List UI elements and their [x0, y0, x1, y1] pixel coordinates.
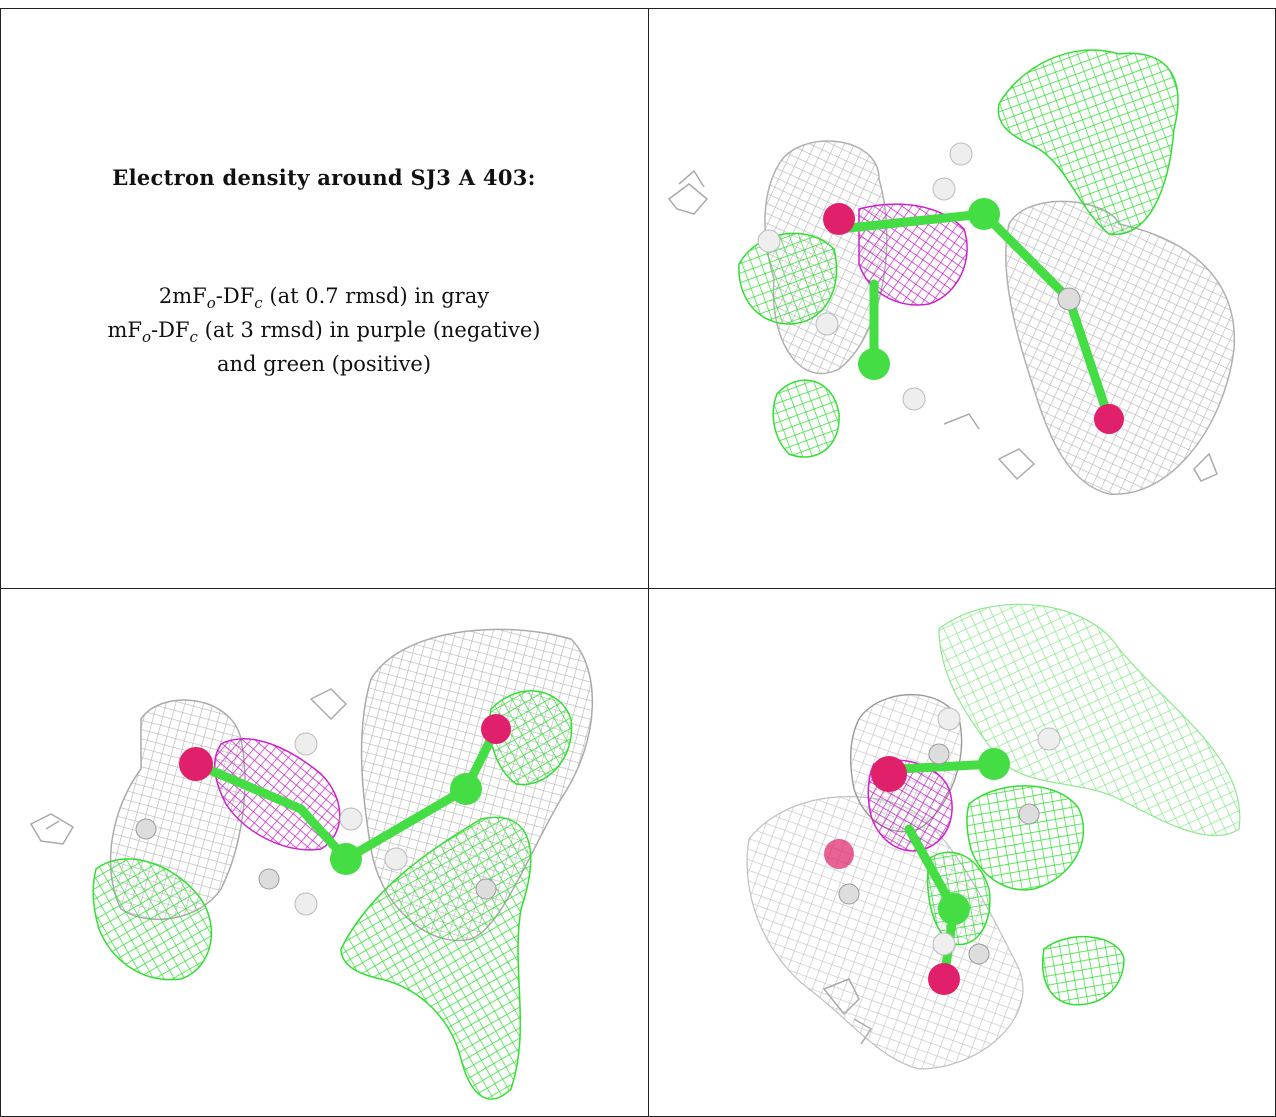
green-mesh-bottom — [772, 379, 840, 458]
caption-line-2fo-dfc: 2mFo-DFc (at 0.7 rmsd) in gray — [158, 284, 490, 312]
middle-border — [0, 588, 1276, 589]
caption-line-fo-dfc: mFo-DFc (at 3 rmsd) in purple (negative) — [107, 318, 541, 346]
green-mesh-bottom-right — [340, 816, 532, 1100]
caption-line-colors: and green (positive) — [216, 352, 432, 376]
density-render-bottom-left — [29, 628, 594, 1100]
view-top-right — [649, 9, 1275, 588]
density-render-top-right — [667, 49, 1236, 495]
green-mesh-left — [738, 232, 838, 325]
green-mesh-top — [997, 49, 1179, 235]
view-bottom-right — [649, 589, 1275, 1116]
green-mesh-center — [966, 785, 1085, 891]
green-mesh-left — [92, 858, 213, 981]
center-divider — [648, 8, 649, 1116]
caption-title: Electron density around SJ3 A 403: — [112, 165, 536, 190]
top-border — [0, 8, 1276, 9]
left-border — [0, 8, 1, 1116]
green-mesh-small — [1042, 936, 1125, 1006]
purple-mesh — [858, 203, 968, 306]
green-mesh-right-top — [489, 690, 573, 786]
view-bottom-left — [1, 589, 648, 1116]
gray-mesh-right — [1005, 200, 1236, 495]
density-render-bottom-right — [746, 603, 1241, 1070]
caption-cell: Electron density around SJ3 A 403: 2mFo-… — [0, 0, 648, 588]
